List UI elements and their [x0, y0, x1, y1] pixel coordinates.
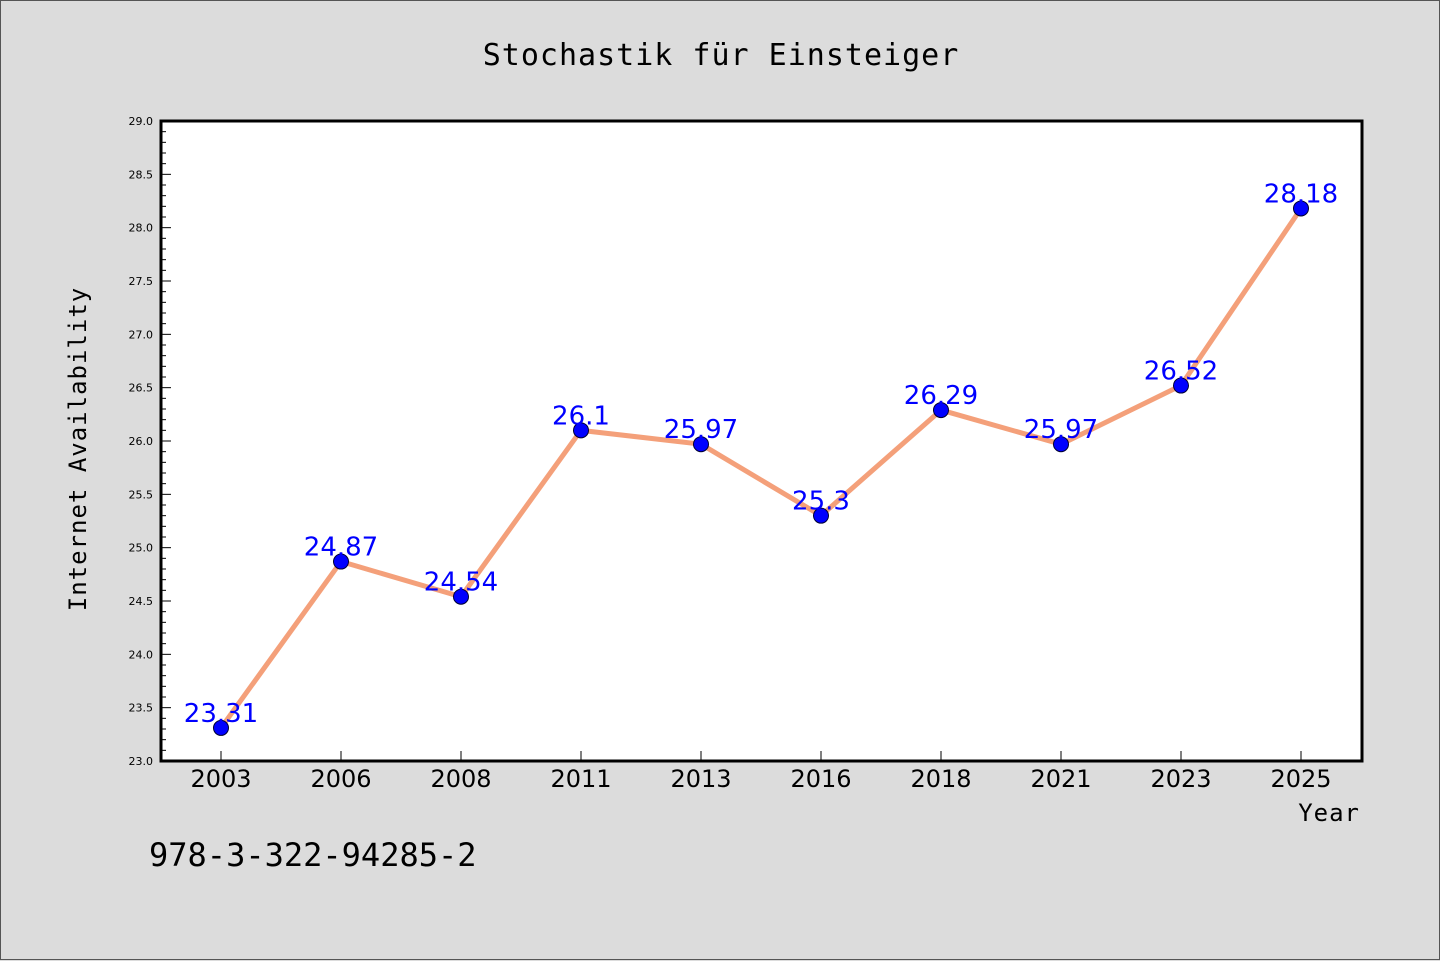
- data-point: [573, 422, 589, 439]
- y-axis: 23.0 23.5 24.0 24.5 25.0 25.5 26.0 26.5 27.0 27.5…: [129, 115, 171, 768]
- data-label: 24.87: [304, 533, 378, 563]
- data-label: 26.52: [1144, 357, 1218, 387]
- y-tick-label: 25.0: [129, 542, 154, 555]
- x-tick-label: 2025: [1270, 765, 1331, 793]
- data-point: [1173, 377, 1189, 394]
- data-markers: [213, 200, 1309, 736]
- data-point: [813, 507, 829, 524]
- y-tick-label: 24.5: [129, 595, 154, 608]
- y-tick-label: 23.0: [129, 755, 154, 768]
- data-point: [213, 719, 229, 736]
- x-tick-label: 2006: [310, 765, 371, 793]
- plot-area: [159, 119, 1364, 763]
- x-tick-label: 2011: [550, 765, 611, 793]
- data-labels: 23.31 24.87 24.54 26.1 25.97 25.3 26.29 25.97 26…: [184, 179, 1338, 728]
- data-label: 23.31: [184, 699, 258, 729]
- x-tick-label: 2013: [670, 765, 731, 793]
- isbn-text: 978-3-322-94285-2: [149, 836, 477, 874]
- x-axis: 2003 2006 2008 2011 2013 2016 2018 2021 2023 2025: [190, 751, 1332, 793]
- y-tick-label: 29.0: [129, 115, 154, 128]
- x-tick-label: 2016: [790, 765, 851, 793]
- data-point: [1293, 200, 1309, 217]
- x-tick-label: 2021: [1030, 765, 1091, 793]
- x-tick-label: 2018: [910, 765, 971, 793]
- data-label: 26.1: [552, 401, 610, 431]
- y-tick-label: 27.5: [129, 275, 154, 288]
- y-tick-label: 28.0: [129, 222, 154, 235]
- data-point: [453, 588, 469, 605]
- y-tick-label: 26.5: [129, 382, 154, 395]
- data-point: [693, 436, 709, 453]
- x-axis-title: Year: [1298, 799, 1360, 827]
- data-label: 25.97: [664, 415, 738, 445]
- series-line: [218, 205, 1304, 731]
- data-label: 25.3: [792, 487, 850, 517]
- y-tick-label: 23.5: [129, 702, 154, 715]
- chart-title: Stochastik für Einsteiger: [483, 38, 960, 73]
- y-tick-label: 28.5: [129, 168, 154, 181]
- x-tick-label: 2008: [430, 765, 491, 793]
- y-tick-label: 24.0: [129, 648, 154, 661]
- data-point: [933, 402, 949, 419]
- y-axis-title: Internet Availability: [64, 287, 92, 611]
- data-label: 25.97: [1024, 415, 1098, 445]
- y-tick-label: 26.0: [129, 435, 154, 448]
- x-tick-label: 2003: [190, 765, 251, 793]
- data-label: 26.29: [904, 381, 978, 411]
- y-tick-label: 25.5: [129, 488, 154, 501]
- data-point: [333, 553, 349, 570]
- data-point: [1053, 436, 1069, 453]
- x-tick-label: 2023: [1150, 765, 1211, 793]
- data-label: 28.18: [1264, 179, 1338, 209]
- y-tick-label: 27.0: [129, 328, 154, 341]
- data-label: 24.54: [424, 568, 498, 598]
